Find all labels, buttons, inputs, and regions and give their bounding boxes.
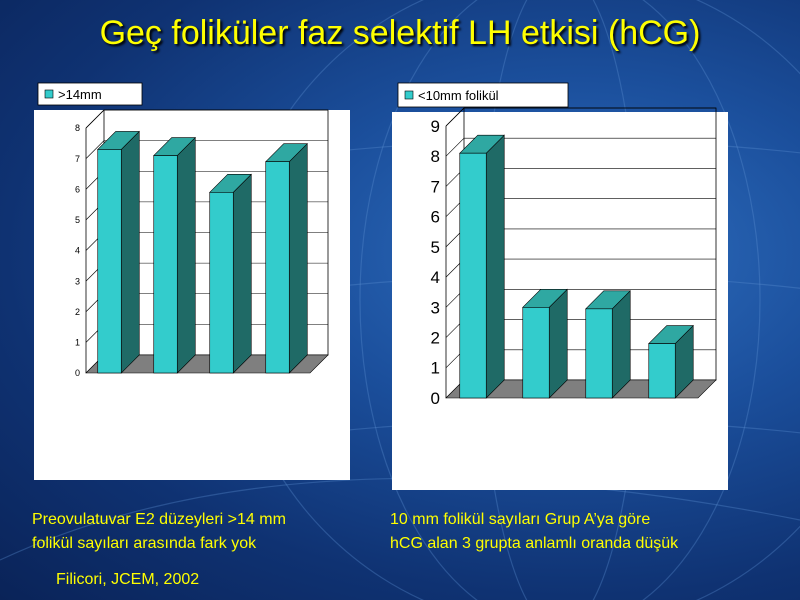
bar	[97, 149, 122, 374]
x-tick-label-group: 150 IU FSH	[479, 414, 490, 466]
bar-side	[288, 142, 308, 374]
legend	[397, 82, 569, 108]
wall-edge	[85, 109, 105, 129]
y-tick-label: 9	[431, 117, 440, 136]
y-tick-label: 7	[75, 154, 80, 164]
caption-right-line-2: hCG alan 3 grupta anlamlı oranda düşük	[390, 535, 679, 552]
caption-left-line-1: Preovulatuvar E2 düzeyleri >14 mm	[32, 511, 286, 528]
bar	[209, 192, 234, 374]
caption-left: Preovulatuvar E2 düzeyleri >14 mm folikü…	[32, 508, 286, 556]
x-tick-label-group: 25 IU FSH + 100 IU hCG	[605, 414, 616, 490]
legend-label: >14mm	[58, 87, 102, 102]
wall-edge	[445, 107, 465, 127]
legend	[37, 82, 143, 106]
x-tick-label: 25 IU FSH + 100 IU hCG	[227, 389, 238, 480]
y-tick-label: 8	[431, 147, 440, 166]
x-tick-label-group: 25 IU FSH + 100 IU hCG	[227, 389, 238, 480]
x-tick-label: 200 IU hCG	[668, 414, 679, 468]
bar-side	[176, 136, 196, 374]
chart-right: 0 1 2 3 4 5 6 7 8 9 150 IU FSH 50 IU FSH + 50 IU hC…	[392, 82, 728, 490]
y-tick-label: 1	[75, 338, 80, 348]
y-tick-label: 5	[75, 215, 80, 225]
y-tick-label: 3	[75, 276, 80, 286]
y-tick-label: 4	[75, 246, 80, 256]
x-tick-label: 150 IU FSH	[115, 389, 126, 441]
bar	[648, 343, 676, 399]
x-tick-label: 25 IU FSH + 100 IU hCG	[605, 414, 616, 490]
bar-side	[232, 173, 252, 374]
bar	[522, 307, 550, 399]
y-tick-label: 0	[431, 389, 440, 408]
y-tick-label: 6	[75, 184, 80, 194]
caption-right-line-1: 10 mm folikül sayıları Grup A’ya göre	[390, 511, 651, 528]
caption-right: 10 mm folikül sayıları Grup A’ya göre hC…	[390, 508, 678, 556]
bar	[153, 155, 178, 374]
bar-side	[611, 290, 631, 399]
legend-swatch	[44, 89, 54, 99]
x-tick-label-group: 150 IU FSH	[115, 389, 126, 441]
legend-swatch	[404, 90, 414, 100]
citation: Filicori, JCEM, 2002	[56, 571, 200, 588]
y-tick-label: 8	[75, 123, 80, 133]
y-tick-label: 5	[431, 238, 440, 257]
y-tick-label: 4	[431, 268, 440, 287]
grid-diagonal	[85, 140, 105, 159]
x-tick-label-group: 200 IU hCG	[283, 389, 294, 443]
bar-side	[485, 134, 505, 399]
bar-side	[120, 130, 140, 374]
y-tick-label: 6	[431, 208, 440, 227]
bar	[585, 308, 613, 399]
x-tick-label: 150 IU FSH	[479, 414, 490, 466]
legend-label: <10mm folikül	[418, 88, 499, 103]
x-tick-label-group: 200 IU hCG	[668, 414, 679, 468]
chart-left: 0 1 2 3 4 5 6 7 8 150 IU FSH 50 IU FSH + 50 IU hCG…	[34, 82, 350, 480]
y-tick-label: 0	[75, 368, 80, 378]
bar	[459, 152, 487, 399]
bar-side	[548, 288, 568, 399]
slide-title: Geç foliküler faz selektif LH etkisi (hC…	[99, 14, 701, 52]
x-tick-label: 50 IU FSH + 50 IU hCG	[171, 389, 182, 480]
x-tick-label-group: 50 IU FSH + 50 IU hCG	[171, 389, 182, 480]
y-tick-label: 2	[75, 307, 80, 317]
y-tick-label: 3	[431, 298, 440, 317]
y-tick-label: 1	[431, 359, 440, 378]
x-tick-label-group: 50 IU FSH + 50 IU hCG	[542, 414, 553, 490]
x-tick-label: 200 IU hCG	[283, 389, 294, 443]
y-tick-label: 7	[431, 177, 440, 196]
grid-diagonal	[445, 138, 465, 157]
y-tick-label: 2	[431, 329, 440, 348]
bar	[265, 161, 290, 374]
caption-left-line-2: folikül sayıları arasında fark yok	[32, 535, 257, 552]
x-tick-label: 50 IU FSH + 50 IU hCG	[542, 414, 553, 490]
